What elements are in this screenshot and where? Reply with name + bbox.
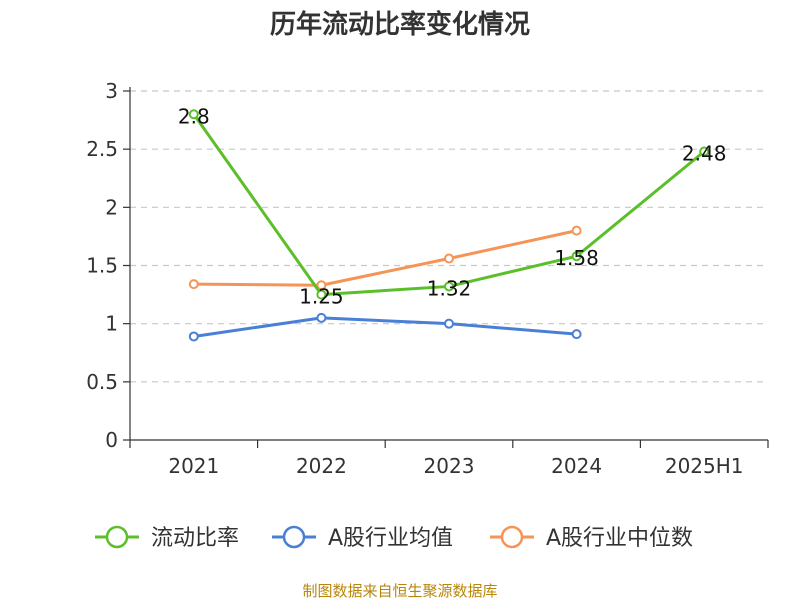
data-point — [188, 109, 199, 120]
x-tick-label: 2025H1 — [665, 454, 744, 478]
data-label: 1.58 — [554, 246, 599, 270]
y-tick-label: 0.5 — [86, 370, 118, 394]
x-tick-label: 2022 — [296, 454, 347, 478]
legend-label: A股行业均值 — [328, 526, 453, 551]
data-point — [188, 331, 199, 342]
legend-label: 流动比率 — [151, 526, 239, 551]
data-label: 2.8 — [178, 104, 210, 128]
data-point — [444, 281, 454, 292]
data-point — [444, 253, 454, 264]
data-point — [316, 280, 327, 291]
grid-lines — [130, 90, 768, 383]
y-tick-label: 3 — [105, 79, 118, 103]
x-tick-label: 2024 — [551, 454, 602, 478]
y-tick-label: 2.5 — [86, 137, 118, 161]
legend-marker — [500, 525, 524, 549]
y-tick-label: 0 — [105, 428, 118, 452]
y-tick-label: 1.5 — [86, 254, 118, 278]
legend-marker — [282, 525, 306, 549]
source-note: 制图数据来自恒生聚源数据库 — [302, 582, 497, 600]
data-point — [571, 329, 582, 340]
data-point — [444, 318, 454, 329]
series-line — [193, 229, 577, 287]
x-tick-label: 2023 — [424, 454, 475, 478]
data-label: 2.48 — [682, 141, 727, 165]
data-point — [316, 289, 327, 300]
data-label: 1.25 — [299, 285, 344, 309]
axes: 0 0.5 1 1.5 2 2.5 3 2021 2022 2023 2024 2025H1 — [86, 79, 769, 478]
legend: 流动比率 A股行业均值 A股行业中位数 — [95, 525, 693, 551]
y-tick-label: 2 — [105, 195, 118, 219]
data-point — [316, 312, 327, 323]
data-point — [699, 146, 710, 157]
legend-marker — [105, 525, 129, 549]
data-point — [571, 225, 582, 236]
legend-label: A股行业中位数 — [546, 526, 693, 551]
data-point — [571, 251, 582, 262]
series-line — [193, 316, 577, 338]
y-tick-label: 1 — [105, 312, 118, 336]
series-line — [192, 113, 706, 297]
chart-title: 历年流动比率变化情况 — [270, 9, 530, 40]
data-point — [188, 279, 199, 290]
x-tick-label: 2021 — [168, 454, 219, 478]
series-group: 2.8 1.25 1.32 1.58 2.48 — [178, 104, 727, 342]
data-label: 1.32 — [427, 276, 472, 300]
